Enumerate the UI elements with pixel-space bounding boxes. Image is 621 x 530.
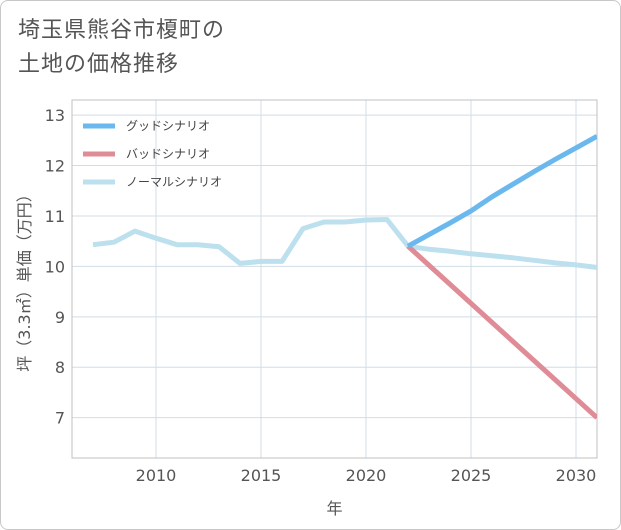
- y-tick-label: 10: [45, 257, 65, 276]
- title-line-2: 土地の価格推移: [18, 52, 180, 77]
- y-tick-label: 9: [55, 308, 65, 327]
- legend-label-0: グッドシナリオ: [126, 119, 210, 133]
- chart-title: 埼玉県熊谷市榎町の 土地の価格推移: [18, 14, 225, 82]
- legend-label-2: ノーマルシナリオ: [126, 175, 222, 189]
- legend-label-1: バッドシナリオ: [126, 147, 210, 161]
- title-line-1: 埼玉県熊谷市榎町の: [18, 18, 226, 43]
- grid: [72, 100, 597, 458]
- x-tick-label: 2010: [136, 466, 177, 485]
- x-axis-label: 年: [326, 499, 342, 518]
- x-tick-label: 2020: [346, 466, 387, 485]
- series-line-1: [406, 244, 597, 420]
- x-tick-label: 2015: [241, 466, 282, 485]
- plot-area: [71, 99, 598, 459]
- x-tick-label: 2030: [556, 466, 597, 485]
- y-tick-label: 7: [55, 409, 65, 428]
- y-axis-label: 坪（3.3㎡）単価（万円）: [15, 186, 34, 371]
- tick-labels: 7 8 9 10 11 12 13 2010 2015 2020 2025 2030: [45, 106, 597, 485]
- y-tick-label: 13: [45, 106, 65, 125]
- series-line-2: [92, 217, 597, 270]
- y-tick-label: 12: [45, 157, 65, 176]
- y-tick-label: 8: [55, 358, 65, 377]
- y-tick-label: 11: [45, 207, 65, 226]
- x-tick-label: 2025: [451, 466, 492, 485]
- series-line-0: [406, 134, 597, 249]
- series-lines: [92, 134, 597, 420]
